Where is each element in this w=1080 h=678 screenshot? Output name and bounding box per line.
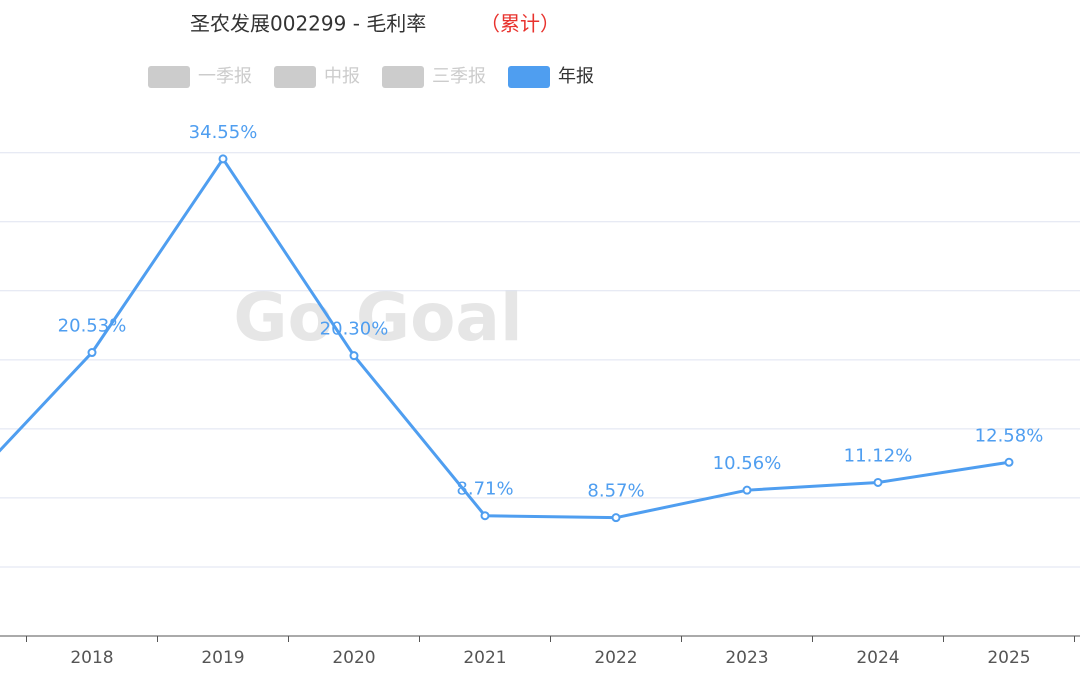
chart-title: 圣农发展002299 - 毛利率 [190,12,426,36]
data-label: 12.58% [975,425,1044,446]
point [1004,457,1014,467]
point [349,351,359,361]
data-label: 20.30% [320,319,389,340]
x-tick-label: 2020 [332,648,375,668]
legend-label[interactable]: 三季报 [432,66,486,87]
legend-swatch [148,66,190,88]
watermark: Go Goal [233,279,522,356]
point [87,348,97,358]
data-label: 20.53% [58,316,127,337]
point [611,513,621,523]
data-label: 8.57% [587,481,644,502]
legend-label[interactable]: 中报 [324,66,360,87]
x-tick-label: 2023 [725,648,768,668]
data-label: 34.55% [189,122,258,143]
point [873,477,883,487]
x-tick-label: 2022 [594,648,637,668]
x-tick-label: 2025 [987,648,1030,668]
legend-label[interactable]: 年报 [558,66,594,87]
x-tick-label: 2021 [463,648,506,668]
legend-swatch [274,66,316,88]
data-label: 8.71% [456,479,513,500]
x-tick-label: 2019 [201,648,244,668]
x-tick-label: 2024 [856,648,899,668]
legend-label[interactable]: 一季报 [198,66,252,87]
title-note: （累计） [480,12,560,36]
point [480,511,490,521]
data-label: 11.12% [844,445,913,466]
data-label: 10.56% [713,453,782,474]
x-tick-label: 2018 [70,648,113,668]
legend-swatch [508,66,550,88]
legend-swatch [382,66,424,88]
point [742,485,752,495]
point [218,154,228,164]
